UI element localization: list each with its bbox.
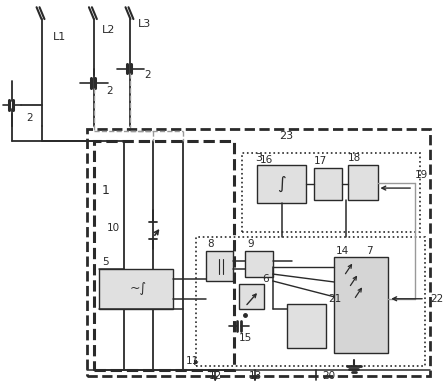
Text: ~∫: ~∫ [130, 282, 147, 295]
Text: 20: 20 [322, 371, 335, 381]
Text: 7: 7 [366, 246, 372, 256]
Bar [87, 129, 430, 376]
Bar [206, 251, 233, 281]
Text: 21: 21 [328, 294, 341, 304]
Bar [286, 304, 326, 348]
Text: 13: 13 [248, 371, 262, 381]
Text: 22: 22 [430, 294, 443, 304]
Text: ∫: ∫ [278, 175, 286, 193]
Bar [257, 165, 306, 203]
Text: L3: L3 [139, 19, 151, 29]
Text: 6: 6 [262, 274, 269, 284]
Text: 3: 3 [255, 153, 262, 163]
Text: 10: 10 [107, 223, 120, 232]
Bar [196, 238, 425, 366]
Text: 16: 16 [260, 155, 273, 165]
Text: 23: 23 [280, 131, 293, 141]
Text: 9: 9 [247, 239, 254, 250]
Text: 12: 12 [209, 371, 222, 381]
Bar [239, 284, 264, 308]
Text: 11: 11 [186, 356, 199, 366]
Text: 1: 1 [102, 184, 110, 197]
Bar [348, 165, 377, 200]
Text: 2: 2 [144, 71, 151, 80]
Text: 5: 5 [102, 257, 108, 267]
Bar [314, 168, 342, 200]
Text: 19: 19 [415, 170, 428, 180]
Bar [94, 141, 234, 370]
Bar [242, 152, 420, 232]
Bar [99, 269, 173, 308]
Text: 2: 2 [26, 113, 33, 123]
Text: L1: L1 [53, 32, 67, 42]
Text: 14: 14 [336, 246, 349, 256]
Text: 17: 17 [314, 156, 328, 167]
Text: 15: 15 [238, 333, 252, 343]
Text: 18: 18 [348, 153, 361, 163]
Text: 2: 2 [107, 86, 113, 96]
Bar [245, 251, 273, 277]
Text: 8: 8 [207, 239, 214, 250]
Bar [334, 257, 388, 353]
Text: L2: L2 [102, 25, 115, 35]
